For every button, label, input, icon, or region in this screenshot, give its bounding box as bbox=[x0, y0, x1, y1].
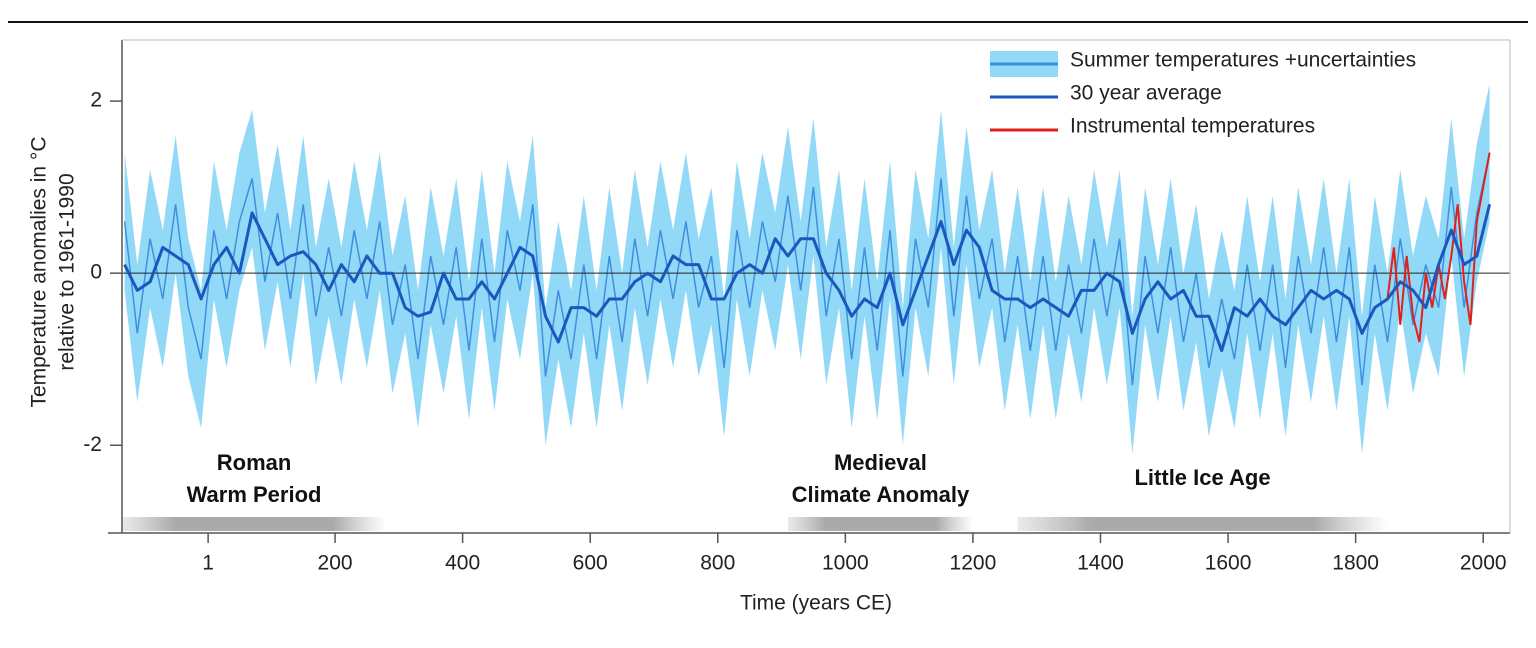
legend-label: Instrumental temperatures bbox=[1070, 115, 1315, 138]
uncertainty-band bbox=[124, 83, 1490, 454]
period-bar bbox=[787, 517, 973, 531]
legend-label: Summer temperatures +uncertainties bbox=[1070, 49, 1416, 72]
x-tick-label: 2000 bbox=[1460, 552, 1507, 575]
period-bar bbox=[122, 517, 387, 531]
period-label: Roman bbox=[217, 450, 292, 475]
period-bar bbox=[1017, 517, 1388, 531]
y-tick-label: 0 bbox=[90, 261, 102, 284]
x-tick-label: 1600 bbox=[1205, 552, 1252, 575]
x-tick-label: 600 bbox=[573, 552, 608, 575]
period-label: Climate Anomaly bbox=[792, 482, 970, 507]
x-tick-label: 1400 bbox=[1077, 552, 1124, 575]
plot-area bbox=[122, 83, 1510, 531]
legend-label: 30 year average bbox=[1070, 82, 1222, 105]
period-label: Medieval bbox=[834, 450, 927, 475]
x-tick-label: 1200 bbox=[950, 552, 997, 575]
y-axis-label: relative to 1961-1990 bbox=[56, 173, 79, 370]
x-axis-label: Time (years CE) bbox=[740, 592, 892, 615]
x-tick-label: 400 bbox=[445, 552, 480, 575]
period-label: Little Ice Age bbox=[1134, 465, 1270, 490]
y-axis-label: Temperature anomalies in °C bbox=[28, 136, 51, 407]
x-tick-label: 800 bbox=[700, 552, 735, 575]
x-tick-label: 1000 bbox=[822, 552, 869, 575]
x-tick-label: 1800 bbox=[1332, 552, 1379, 575]
y-tick-label: 2 bbox=[90, 89, 102, 112]
period-label: Warm Period bbox=[187, 482, 322, 507]
average-line bbox=[123, 203, 1492, 353]
x-tick-label: 200 bbox=[318, 552, 353, 575]
y-tick-label: -2 bbox=[83, 433, 102, 456]
x-tick-label: 1 bbox=[202, 552, 214, 575]
